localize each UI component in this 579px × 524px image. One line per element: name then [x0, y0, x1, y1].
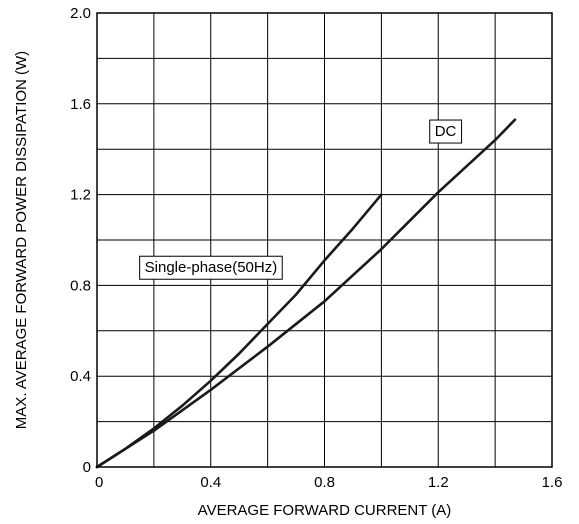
x-tick-label: 0.8 — [314, 474, 335, 491]
annotation-box — [139, 255, 283, 280]
x-tick-label: 0.4 — [200, 474, 221, 491]
x-tick-label: 1.2 — [428, 474, 449, 491]
y-tick-label: 0.4 — [70, 368, 91, 385]
x-tick-label: 1.6 — [542, 474, 563, 491]
plot-frame — [96, 12, 553, 468]
annotation-label: DC — [435, 123, 457, 140]
series-line-dc — [95, 118, 517, 469]
y-tick-label: 0.8 — [70, 277, 91, 294]
y-tick-label: 1.6 — [70, 96, 91, 113]
y-axis-label: MAX. AVERAGE FORWARD POWER DISSIPATION (… — [13, 51, 30, 429]
y-tick-label: 2.0 — [70, 5, 91, 22]
annotation-single-phase: Single-phase(50Hz) — [139, 255, 283, 280]
y-tick-label: 1.2 — [70, 187, 91, 204]
annotation-box — [429, 119, 463, 144]
grid — [97, 13, 552, 467]
annotations: Single-phase(50Hz) DC — [139, 119, 463, 280]
x-tick-label: 0 — [95, 474, 103, 491]
series-lines — [95, 118, 517, 469]
annotation-label: Single-phase(50Hz) — [145, 259, 278, 276]
annotation-dc: DC — [429, 119, 463, 144]
tick-labels: 0 0.4 0.8 1.2 1.6 0 0.4 0.8 1.2 1.6 2.0 — [70, 5, 562, 491]
series-line-single-phase — [95, 193, 383, 469]
x-axis-label: AVERAGE FORWARD CURRENT (A) — [198, 502, 452, 519]
y-tick-label: 0 — [83, 459, 91, 476]
